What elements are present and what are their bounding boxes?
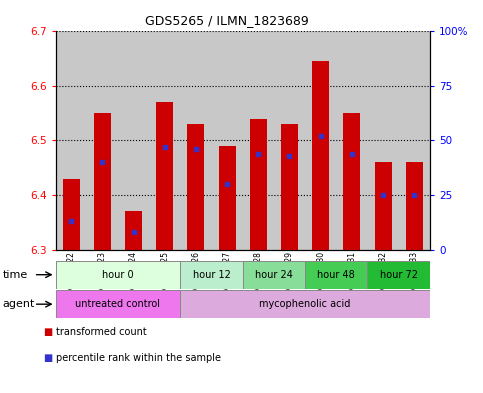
Text: hour 24: hour 24: [255, 270, 293, 280]
Bar: [180, 290, 430, 318]
Bar: [149, 31, 180, 250]
Bar: [87, 31, 118, 250]
Text: ■: ■: [43, 327, 53, 337]
Text: hour 72: hour 72: [380, 270, 418, 280]
Text: hour 12: hour 12: [193, 270, 230, 280]
Bar: [368, 31, 398, 250]
Bar: [281, 124, 298, 250]
Text: ■: ■: [43, 353, 53, 363]
Bar: [274, 31, 305, 250]
Text: hour 48: hour 48: [317, 270, 355, 280]
Bar: [305, 31, 336, 250]
Bar: [398, 31, 430, 250]
Bar: [368, 261, 430, 289]
Text: hour 0: hour 0: [102, 270, 134, 280]
Bar: [56, 261, 180, 289]
Bar: [406, 162, 423, 250]
Text: GDS5265 / ILMN_1823689: GDS5265 / ILMN_1823689: [145, 14, 309, 27]
Bar: [374, 162, 392, 250]
Bar: [187, 124, 204, 250]
Text: agent: agent: [2, 299, 35, 309]
Text: transformed count: transformed count: [56, 327, 146, 337]
Bar: [312, 61, 329, 250]
Bar: [218, 146, 236, 250]
Bar: [242, 261, 305, 289]
Bar: [242, 31, 274, 250]
Bar: [156, 102, 173, 250]
Bar: [94, 113, 111, 250]
Text: time: time: [2, 270, 28, 280]
Bar: [118, 31, 149, 250]
Text: untreated control: untreated control: [75, 299, 160, 309]
Bar: [343, 113, 360, 250]
Bar: [125, 211, 142, 250]
Bar: [180, 31, 212, 250]
Text: mycophenolic acid: mycophenolic acid: [259, 299, 351, 309]
Bar: [56, 290, 180, 318]
Bar: [63, 179, 80, 250]
Bar: [180, 261, 242, 289]
Bar: [56, 31, 87, 250]
Text: percentile rank within the sample: percentile rank within the sample: [56, 353, 221, 363]
Bar: [212, 31, 242, 250]
Bar: [250, 119, 267, 250]
Bar: [336, 31, 368, 250]
Bar: [305, 261, 368, 289]
